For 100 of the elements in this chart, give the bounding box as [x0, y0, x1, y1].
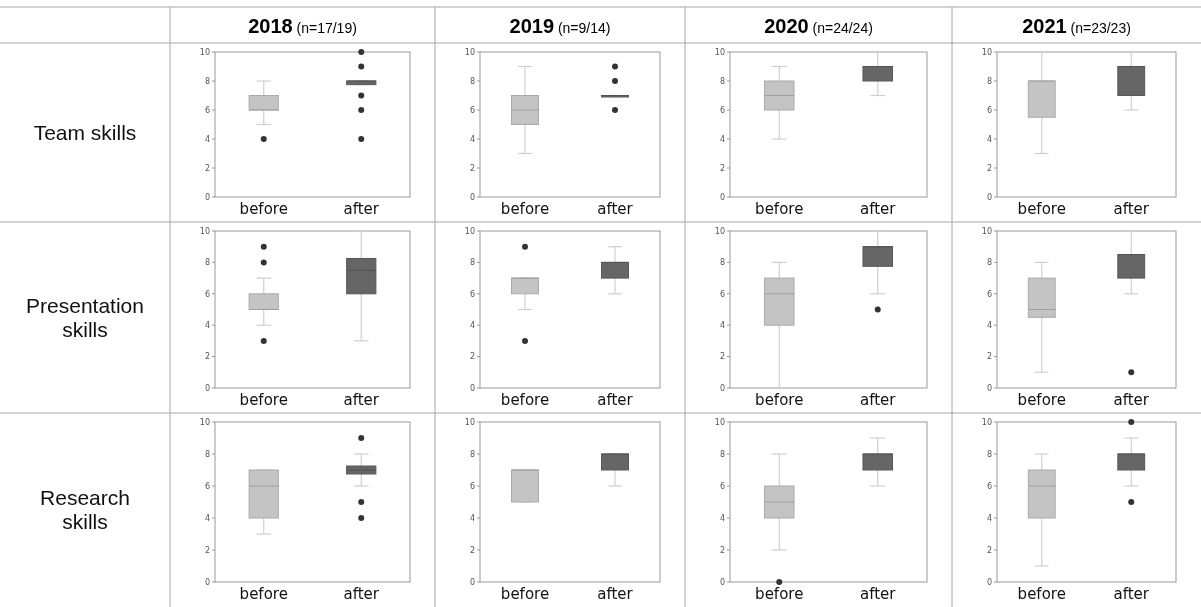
x-tick-label: after — [597, 200, 634, 218]
y-axis-title: Team skills — [33, 120, 137, 144]
y-tick-label: 0 — [204, 577, 210, 587]
y-tick-label: 10 — [981, 226, 992, 236]
y-tick-label: 0 — [469, 192, 475, 202]
y-tick-label: 8 — [986, 258, 992, 268]
x-tick-label: after — [860, 391, 897, 409]
y-tick-label: 8 — [986, 449, 992, 459]
y-tick-label: 4 — [204, 134, 210, 144]
y-tick-label: 4 — [469, 321, 475, 330]
y-tick-label: 0 — [204, 383, 210, 393]
x-tick-label: after — [860, 200, 897, 218]
y-tick-label: 4 — [986, 321, 992, 330]
y-tick-label: 2 — [719, 163, 725, 173]
y-tick-label: 2 — [469, 352, 475, 362]
y-tick-label: 0 — [469, 383, 475, 393]
x-tick-label: before — [755, 585, 804, 603]
y-tick-label: 8 — [986, 76, 992, 86]
x-tick-label: after — [860, 585, 897, 603]
y-tick-label: 4 — [719, 321, 725, 330]
y-tick-label: 4 — [469, 134, 475, 144]
y-tick-label: 4 — [719, 134, 725, 144]
x-tick-label: after — [1113, 391, 1150, 409]
y-tick-label: 2 — [204, 545, 210, 555]
y-tick-label: 6 — [469, 289, 475, 299]
y-axis-title: Presentation skills — [26, 293, 144, 341]
y-tick-label: 6 — [204, 289, 210, 299]
y-tick-label: 2 — [469, 163, 475, 173]
x-tick-label: before — [500, 391, 550, 409]
x-tick-label: after — [343, 200, 380, 218]
y-tick-label: 6 — [719, 105, 725, 115]
y-tick-label: 2 — [204, 352, 210, 362]
chart-title: 2018 (n=17/19) — [248, 15, 357, 37]
x-tick-label: before — [239, 391, 288, 409]
y-tick-label: 0 — [986, 577, 992, 587]
y-tick-label: 10 — [199, 47, 210, 57]
y-tick-label: 4 — [204, 513, 210, 523]
x-tick-label: before — [1017, 585, 1066, 603]
y-tick-label: 8 — [204, 258, 210, 268]
chart-title: 2019 (n=9/14) — [509, 15, 611, 37]
y-tick-label: 10 — [464, 47, 475, 57]
y-tick-label: 8 — [719, 449, 725, 459]
y-tick-label: 10 — [714, 226, 725, 236]
y-tick-label: 2 — [986, 545, 992, 555]
y-tick-label: 10 — [981, 47, 992, 57]
x-tick-label: before — [500, 585, 550, 603]
y-tick-label: 6 — [204, 481, 210, 491]
y-tick-label: 0 — [719, 577, 725, 587]
y-tick-label: 0 — [719, 383, 725, 393]
y-tick-label: 6 — [719, 289, 725, 299]
y-tick-label: 6 — [204, 105, 210, 115]
y-tick-label: 10 — [199, 226, 210, 236]
y-tick-label: 8 — [204, 76, 210, 86]
y-tick-label: 8 — [204, 449, 210, 459]
y-tick-label: 0 — [986, 383, 992, 393]
y-tick-label: 4 — [204, 321, 210, 330]
x-tick-label: after — [1113, 200, 1150, 218]
x-tick-label: before — [239, 200, 288, 218]
y-tick-label: 10 — [981, 417, 992, 427]
x-tick-label: before — [1017, 200, 1066, 218]
y-tick-label: 0 — [719, 192, 725, 202]
y-tick-label: 10 — [464, 226, 475, 236]
x-tick-label: before — [755, 200, 804, 218]
y-tick-label: 8 — [719, 76, 725, 86]
chart-title: 2021 (n=23/23) — [1022, 15, 1131, 37]
y-tick-label: 10 — [464, 417, 475, 427]
y-tick-label: 4 — [986, 134, 992, 144]
y-tick-label: 0 — [986, 192, 992, 202]
y-axis-title: Research skills — [40, 486, 130, 533]
y-tick-label: 2 — [986, 352, 992, 362]
y-tick-label: 8 — [469, 449, 475, 459]
y-tick-label: 2 — [204, 163, 210, 173]
y-tick-label: 8 — [469, 76, 475, 86]
y-tick-label: 4 — [469, 513, 475, 523]
y-tick-label: 4 — [719, 513, 725, 523]
y-tick-label: 10 — [714, 417, 725, 427]
x-tick-label: before — [500, 200, 550, 218]
y-tick-label: 2 — [719, 352, 725, 362]
y-tick-label: 0 — [204, 192, 210, 202]
x-tick-label: before — [755, 391, 804, 409]
x-tick-label: after — [343, 585, 380, 603]
y-tick-label: 2 — [469, 545, 475, 555]
y-tick-label: 8 — [719, 258, 725, 268]
y-tick-label: 2 — [986, 163, 992, 173]
x-tick-label: before — [1017, 391, 1066, 409]
y-tick-label: 6 — [719, 481, 725, 491]
y-tick-label: 2 — [719, 545, 725, 555]
y-tick-label: 6 — [986, 481, 992, 491]
y-tick-label: 6 — [469, 481, 475, 491]
y-tick-label: 6 — [986, 289, 992, 299]
y-tick-label: 8 — [469, 258, 475, 268]
x-tick-label: after — [597, 391, 634, 409]
x-tick-label: after — [1113, 585, 1150, 603]
y-tick-label: 6 — [986, 105, 992, 115]
y-tick-label: 10 — [714, 47, 725, 57]
x-tick-label: before — [239, 585, 288, 603]
x-tick-label: after — [343, 391, 380, 409]
y-tick-label: 10 — [199, 417, 210, 427]
chart-title: 2020 (n=24/24) — [764, 15, 873, 37]
y-tick-label: 0 — [469, 577, 475, 587]
